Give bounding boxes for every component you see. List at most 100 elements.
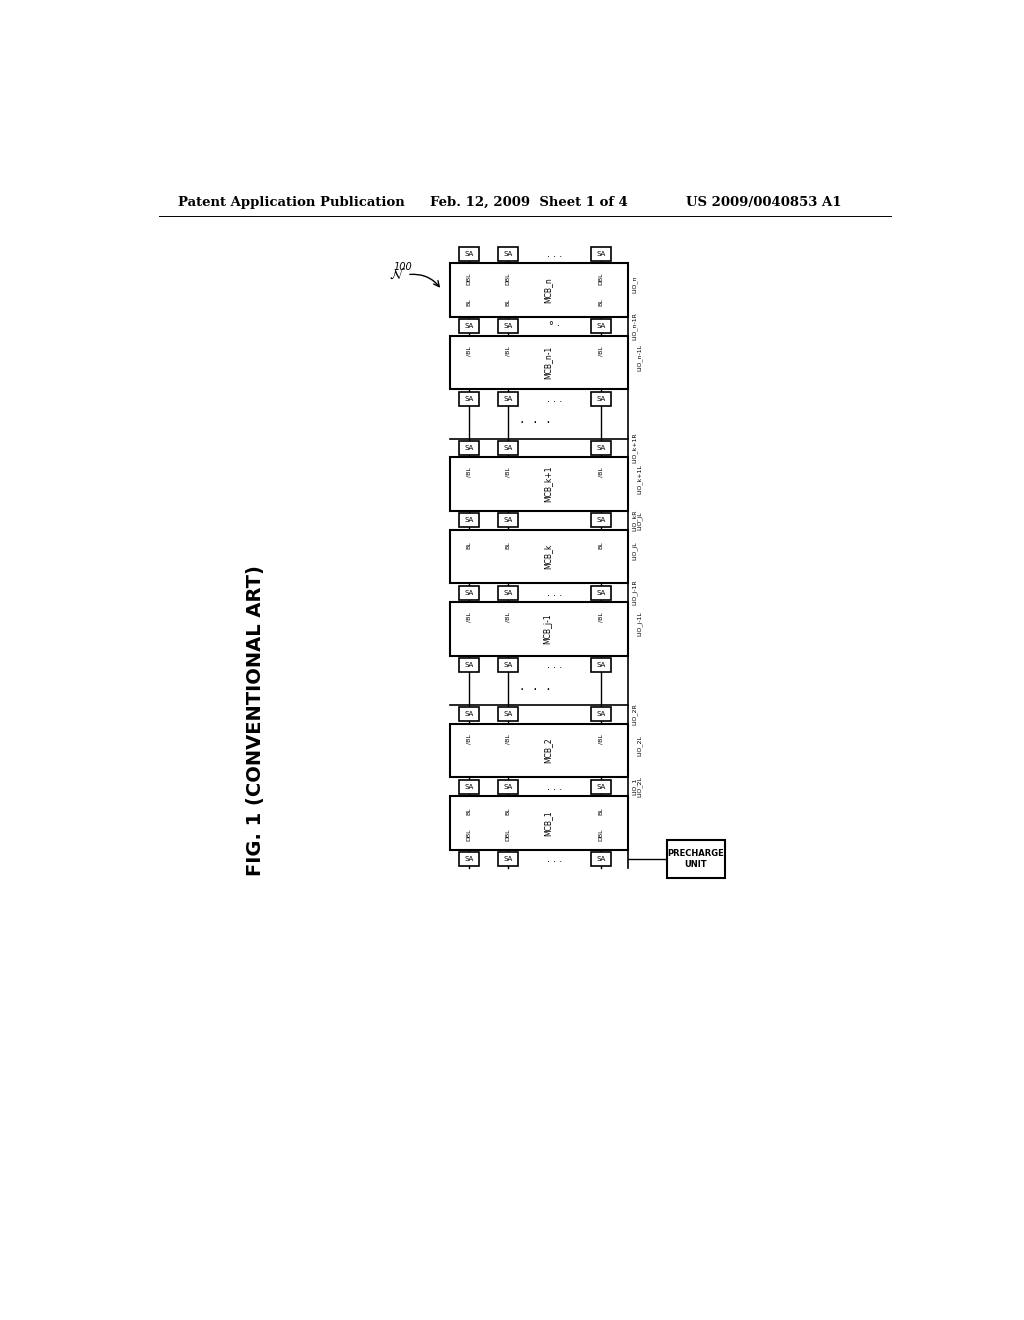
Text: SA: SA <box>596 323 605 329</box>
Text: SA: SA <box>464 517 474 523</box>
Text: ·  ·  ·: · · · <box>519 682 550 697</box>
Bar <box>591 513 611 527</box>
Text: DBL: DBL <box>598 272 603 285</box>
Bar <box>498 319 518 333</box>
Text: BL: BL <box>505 541 510 549</box>
Text: /BL: /BL <box>467 734 471 743</box>
Text: SA: SA <box>596 396 605 401</box>
Bar <box>450 457 628 511</box>
Bar <box>591 319 611 333</box>
Text: SA: SA <box>464 445 474 451</box>
Text: LIO_kR: LIO_kR <box>632 510 637 531</box>
Text: SA: SA <box>464 711 474 717</box>
Text: SA: SA <box>596 445 605 451</box>
Bar <box>459 392 479 405</box>
Text: LIO_2L: LIO_2L <box>637 776 643 797</box>
Text: SA: SA <box>503 323 512 329</box>
Text: BL: BL <box>467 298 471 306</box>
Bar <box>591 780 611 793</box>
Text: /BL: /BL <box>505 734 510 743</box>
Text: BL: BL <box>598 298 603 306</box>
Bar <box>498 247 518 261</box>
Text: MCB_n-1: MCB_n-1 <box>543 346 552 379</box>
Text: SA: SA <box>503 251 512 257</box>
Text: SA: SA <box>464 323 474 329</box>
Text: SA: SA <box>596 784 605 789</box>
Text: DBL: DBL <box>505 272 510 285</box>
Text: LIO_1: LIO_1 <box>632 777 637 796</box>
Text: /BL: /BL <box>467 346 471 355</box>
Text: Feb. 12, 2009  Sheet 1 of 4: Feb. 12, 2009 Sheet 1 of 4 <box>430 195 628 209</box>
Bar <box>591 392 611 405</box>
Bar <box>459 319 479 333</box>
Text: BL: BL <box>598 541 603 549</box>
Text: SA: SA <box>464 590 474 595</box>
Text: DBL: DBL <box>467 829 471 841</box>
Text: PRECHARGE
UNIT: PRECHARGE UNIT <box>668 849 724 869</box>
Text: /BL: /BL <box>505 346 510 355</box>
Text: /BL: /BL <box>598 734 603 743</box>
Text: /BL: /BL <box>598 467 603 478</box>
Text: /BL: /BL <box>467 612 471 622</box>
Text: DBL: DBL <box>598 829 603 841</box>
Bar <box>591 708 611 721</box>
Text: BL: BL <box>505 807 510 814</box>
Text: . . .: . . . <box>547 781 562 792</box>
Text: LIO_k+1R: LIO_k+1R <box>632 433 637 463</box>
Text: SA: SA <box>596 590 605 595</box>
Text: SA: SA <box>464 251 474 257</box>
Bar <box>450 602 628 656</box>
Bar <box>591 659 611 672</box>
Bar <box>459 659 479 672</box>
Text: MCB_1: MCB_1 <box>543 810 552 836</box>
Text: /BL: /BL <box>598 346 603 355</box>
Bar <box>667 840 725 878</box>
Text: LIO_jL: LIO_jL <box>632 541 637 561</box>
Bar <box>498 513 518 527</box>
Text: LIO_n-1R: LIO_n-1R <box>632 313 637 341</box>
Bar <box>450 335 628 389</box>
Text: BL: BL <box>467 807 471 814</box>
Text: . . .: . . . <box>547 854 562 865</box>
Text: LIO_2L: LIO_2L <box>637 735 643 755</box>
Text: SA: SA <box>596 857 605 862</box>
Text: MCB_n: MCB_n <box>543 277 552 304</box>
Text: MCB_k: MCB_k <box>543 544 552 569</box>
Text: MCB_k+1: MCB_k+1 <box>543 466 552 503</box>
Text: LIO_n: LIO_n <box>632 276 637 293</box>
Bar <box>498 853 518 866</box>
Bar <box>459 513 479 527</box>
Text: SA: SA <box>596 251 605 257</box>
Text: SA: SA <box>503 784 512 789</box>
Text: SA: SA <box>596 711 605 717</box>
Text: SA: SA <box>596 517 605 523</box>
Text: LIO_jL: LIO_jL <box>637 511 643 529</box>
Text: /BL: /BL <box>598 612 603 622</box>
Text: SA: SA <box>503 396 512 401</box>
Bar <box>450 723 628 777</box>
Text: MCB_j-1: MCB_j-1 <box>543 614 552 644</box>
Bar <box>498 441 518 455</box>
Bar <box>459 441 479 455</box>
Text: LIO_k+1L: LIO_k+1L <box>637 463 643 494</box>
Bar <box>459 780 479 793</box>
Text: ·  ·  ·: · · · <box>519 416 550 430</box>
Bar <box>498 659 518 672</box>
Bar <box>450 796 628 850</box>
Text: MCB_2: MCB_2 <box>543 738 552 763</box>
Text: /BL: /BL <box>505 612 510 622</box>
Text: SA: SA <box>503 517 512 523</box>
Text: DBL: DBL <box>505 829 510 841</box>
Text: SA: SA <box>503 711 512 717</box>
Text: SA: SA <box>464 396 474 401</box>
Text: . . .: . . . <box>547 249 562 259</box>
Bar <box>591 586 611 599</box>
Text: SA: SA <box>596 663 605 668</box>
Text: BL: BL <box>598 807 603 814</box>
Text: LIO_j-1L: LIO_j-1L <box>637 611 643 636</box>
Text: SA: SA <box>464 663 474 668</box>
Text: /BL: /BL <box>467 467 471 478</box>
Text: . . .: . . . <box>547 660 562 671</box>
Text: SA: SA <box>503 445 512 451</box>
Bar <box>459 708 479 721</box>
